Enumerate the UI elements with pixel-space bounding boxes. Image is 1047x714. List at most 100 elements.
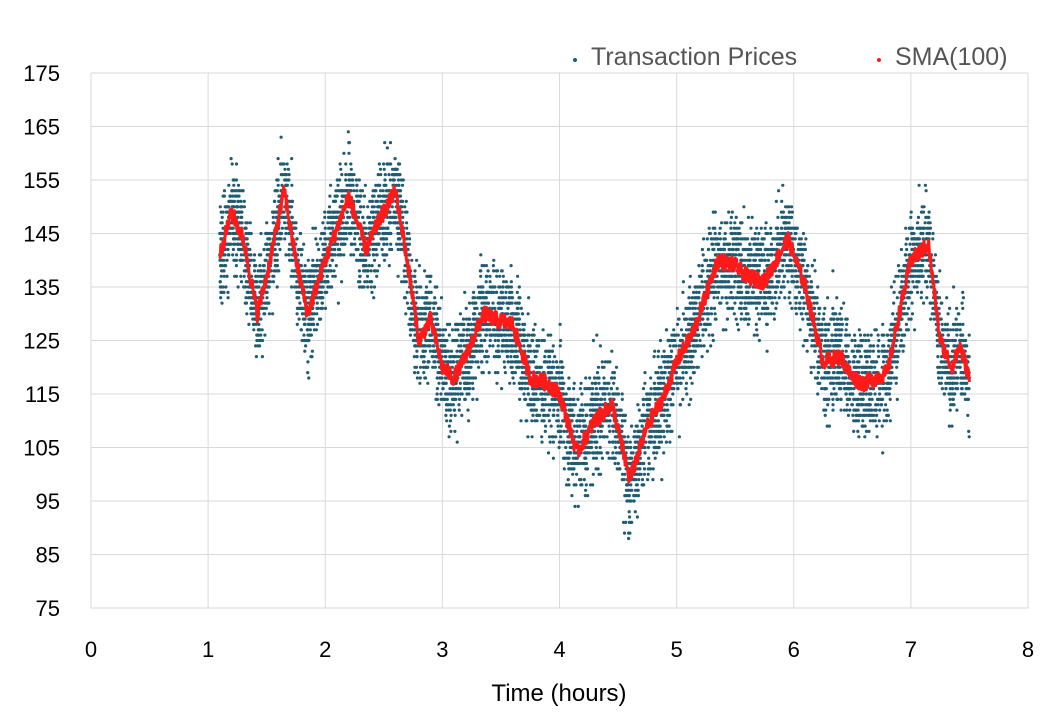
- price-point: [395, 242, 399, 246]
- price-point: [713, 231, 717, 236]
- price-point: [961, 296, 966, 300]
- price-point: [869, 344, 873, 348]
- price-point: [366, 205, 370, 209]
- price-point: [717, 290, 721, 294]
- price-point: [496, 344, 500, 348]
- price-point: [594, 456, 599, 460]
- price-point: [502, 280, 506, 284]
- price-point: [701, 269, 705, 273]
- price-point: [559, 435, 563, 439]
- price-point: [635, 515, 640, 519]
- price-point: [344, 178, 348, 182]
- price-point: [641, 387, 646, 391]
- price-point: [801, 231, 806, 236]
- price-point: [948, 306, 952, 310]
- price-point: [597, 381, 601, 385]
- price-point: [385, 242, 389, 246]
- price-point: [676, 333, 680, 337]
- price-point: [415, 376, 419, 380]
- price-point: [374, 247, 378, 252]
- price-point: [439, 296, 444, 300]
- price-point: [888, 328, 892, 332]
- price-point: [600, 360, 604, 364]
- price-point: [820, 387, 824, 391]
- price-point: [698, 274, 702, 278]
- price-point: [946, 328, 950, 332]
- price-point: [793, 231, 797, 236]
- price-point: [445, 392, 449, 396]
- price-point: [418, 365, 423, 369]
- price-point: [637, 478, 641, 482]
- price-point: [479, 253, 483, 257]
- price-point: [317, 247, 321, 252]
- price-point: [570, 494, 574, 498]
- x-tick-label: 7: [905, 637, 917, 662]
- price-point: [671, 403, 675, 407]
- price-point: [519, 419, 523, 423]
- price-point: [958, 365, 962, 369]
- price-point: [940, 371, 944, 375]
- price-point: [756, 312, 760, 316]
- price-point: [486, 355, 490, 359]
- y-tick-label: 125: [23, 329, 60, 354]
- price-point: [345, 210, 349, 214]
- price-point: [609, 387, 613, 391]
- price-point: [942, 365, 946, 369]
- y-tick-label: 95: [36, 489, 60, 514]
- price-point: [690, 296, 694, 300]
- price-point: [730, 210, 734, 214]
- price-point: [408, 237, 412, 241]
- price-point: [556, 365, 560, 369]
- price-point: [799, 247, 803, 252]
- price-point: [413, 269, 417, 273]
- price-point: [245, 312, 249, 316]
- price-point: [751, 290, 756, 294]
- price-point: [455, 440, 459, 444]
- price-point: [816, 392, 820, 396]
- price-point: [312, 328, 316, 332]
- price-point: [951, 328, 955, 332]
- price-point: [279, 231, 283, 236]
- price-point: [955, 408, 959, 412]
- price-point: [526, 435, 530, 439]
- price-point: [331, 253, 335, 257]
- price-point: [826, 376, 830, 380]
- price-point: [700, 280, 704, 284]
- price-point: [252, 328, 256, 332]
- price-point: [284, 253, 288, 257]
- price-point: [961, 290, 965, 294]
- price-point: [803, 338, 807, 343]
- price-point: [895, 365, 899, 369]
- price-point: [556, 424, 560, 428]
- price-point: [556, 419, 560, 423]
- price-point: [596, 467, 600, 471]
- price-point: [219, 264, 223, 268]
- price-point: [226, 247, 230, 252]
- price-point: [764, 221, 768, 225]
- price-point: [428, 349, 432, 353]
- price-point: [278, 247, 282, 252]
- price-point: [960, 301, 964, 305]
- price-point: [418, 376, 422, 380]
- price-point: [373, 189, 377, 193]
- price-point: [564, 456, 569, 460]
- price-point: [299, 328, 303, 332]
- price-point: [652, 429, 656, 433]
- price-point: [658, 338, 663, 343]
- price-point: [558, 322, 562, 326]
- price-point: [774, 306, 778, 310]
- price-point: [240, 210, 244, 214]
- price-point: [252, 258, 256, 262]
- price-point: [622, 478, 626, 482]
- price-point: [643, 381, 647, 385]
- price-point: [852, 360, 856, 364]
- price-point: [765, 322, 769, 326]
- price-point: [413, 365, 417, 369]
- price-point: [405, 226, 409, 230]
- price-point: [779, 290, 783, 294]
- price-point: [353, 242, 357, 246]
- price-point: [904, 242, 908, 246]
- price-point: [516, 306, 520, 310]
- price-point: [764, 290, 769, 294]
- price-point: [538, 413, 542, 417]
